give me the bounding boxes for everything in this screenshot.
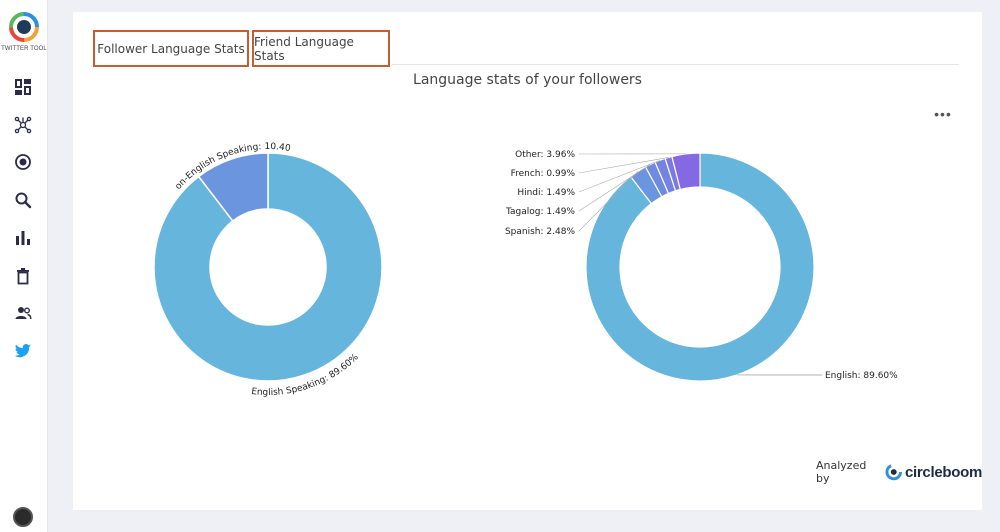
language-charts: English Speaking: 89.60%Non-English Spea… [73,12,898,398]
slice-label: French: 0.99% [511,169,576,179]
analyzed-by: Analyzed by circleboom [816,459,982,485]
slice-english[interactable] [585,152,815,382]
circleboom-logo-icon [885,463,903,481]
dashboard-icon [15,79,31,95]
app-logo[interactable]: TWITTER TOOL [0,12,48,52]
logo-text: TWITTER TOOL [1,46,47,52]
analyzed-by-label: Analyzed by [816,459,867,485]
sidebar: TWITTER TOOL [0,0,48,532]
slice-label: Hindi: 1.49% [517,188,575,198]
slice-english-speaking[interactable] [153,152,383,382]
nav-users[interactable] [11,301,35,325]
chart-title: Language stats of your followers [413,72,642,88]
leader-line [578,164,651,212]
chart-languages: English: 89.60% Spanish: 2.48% Tagalog: 1.… [505,150,898,382]
nav-target[interactable] [11,150,35,174]
target-icon [15,154,31,170]
nav-network[interactable] [11,113,35,137]
chart-menu-button[interactable]: ••• [934,106,952,122]
slice-non-english-speaking[interactable] [197,152,269,223]
logo-mark-icon [9,12,39,42]
nav-stats[interactable] [11,226,35,250]
network-icon [14,116,32,134]
twitter-icon [14,344,32,358]
user-avatar[interactable] [13,507,33,527]
nav-twitter[interactable] [11,339,35,363]
leader-line [578,159,661,193]
leader-line [578,171,639,232]
slice-label: English: 89.60% [825,371,898,381]
users-icon [15,307,32,320]
bar-chart-icon [16,231,30,245]
leader-line [578,157,669,174]
chart-english-speaking: English Speaking: 89.60%Non-English Spea… [73,12,383,398]
slice-label: Other: 3.96% [515,150,575,160]
search-icon [15,192,32,209]
tab-follower-language-stats[interactable]: Follower Language Stats [93,30,249,67]
tab-divider [392,64,959,65]
circleboom-brand[interactable]: circleboom [904,463,982,481]
trash-icon [17,268,29,285]
slice-other[interactable] [671,152,701,191]
slice-label: Tagalog: 1.49% [505,207,575,217]
slice-label: Spanish: 2.48% [505,227,575,237]
nav-delete[interactable] [11,264,35,288]
nav-search[interactable] [11,188,35,212]
tab-friend-language-stats[interactable]: Friend Language Stats [252,30,390,67]
nav-dashboard[interactable] [11,75,35,99]
main-card: Follower Language Stats Friend Language … [73,12,982,510]
